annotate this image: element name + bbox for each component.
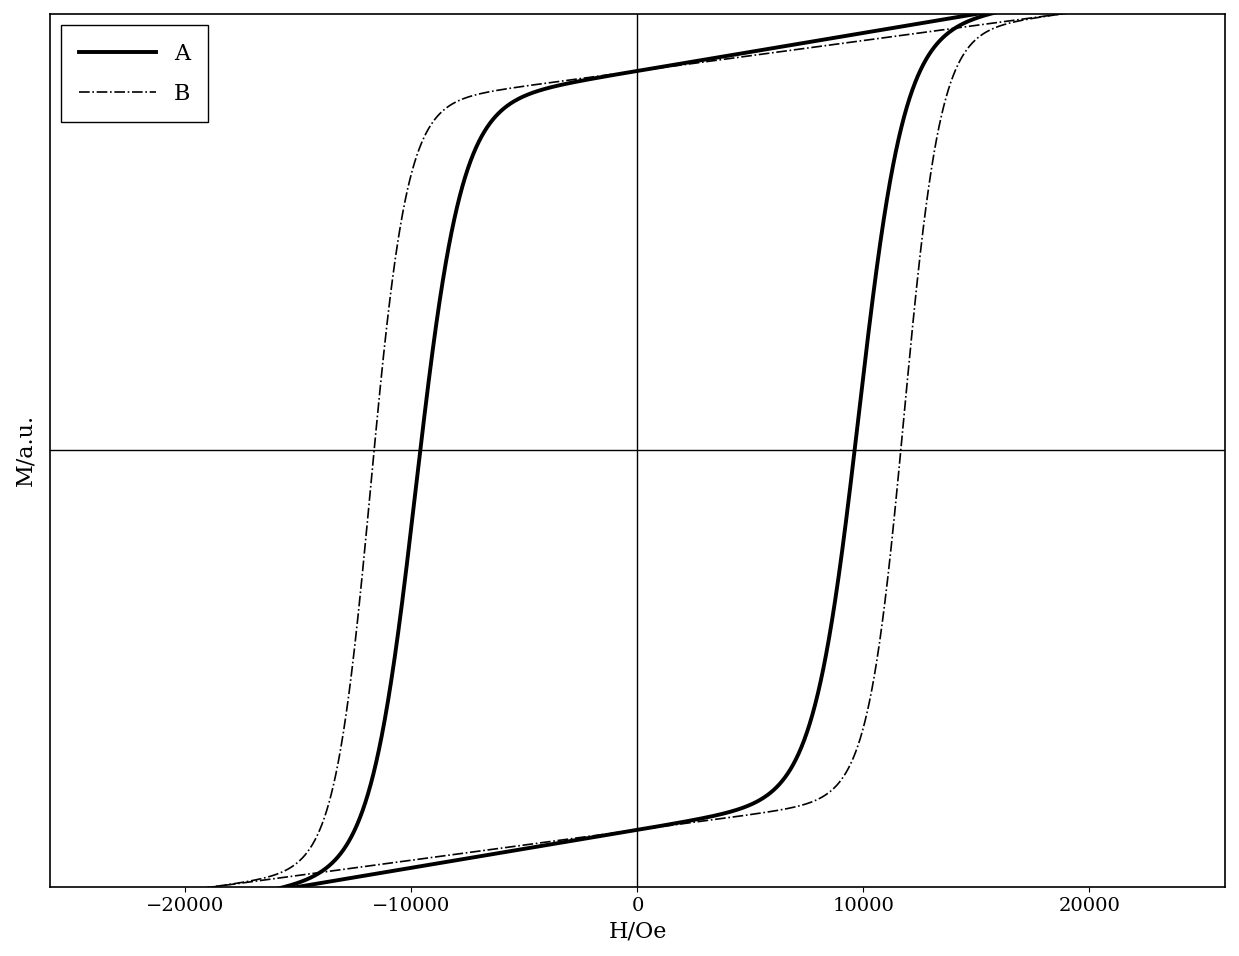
X-axis label: H/Oe: H/Oe	[608, 920, 667, 942]
Line: A: A	[50, 0, 1225, 928]
A	[42, 923, 57, 934]
B	[544, 836, 559, 847]
A	[493, 847, 508, 858]
Legend: A, B: A, B	[61, 25, 208, 122]
B	[247, 876, 261, 887]
B	[493, 842, 508, 854]
B	[1068, 7, 1083, 18]
Line: B: B	[50, 0, 1225, 909]
A	[247, 889, 261, 901]
A	[176, 901, 191, 912]
A	[1068, 0, 1083, 3]
B	[42, 903, 57, 915]
B	[176, 885, 191, 897]
A	[544, 838, 559, 850]
Y-axis label: M/a.u.: M/a.u.	[14, 414, 36, 487]
